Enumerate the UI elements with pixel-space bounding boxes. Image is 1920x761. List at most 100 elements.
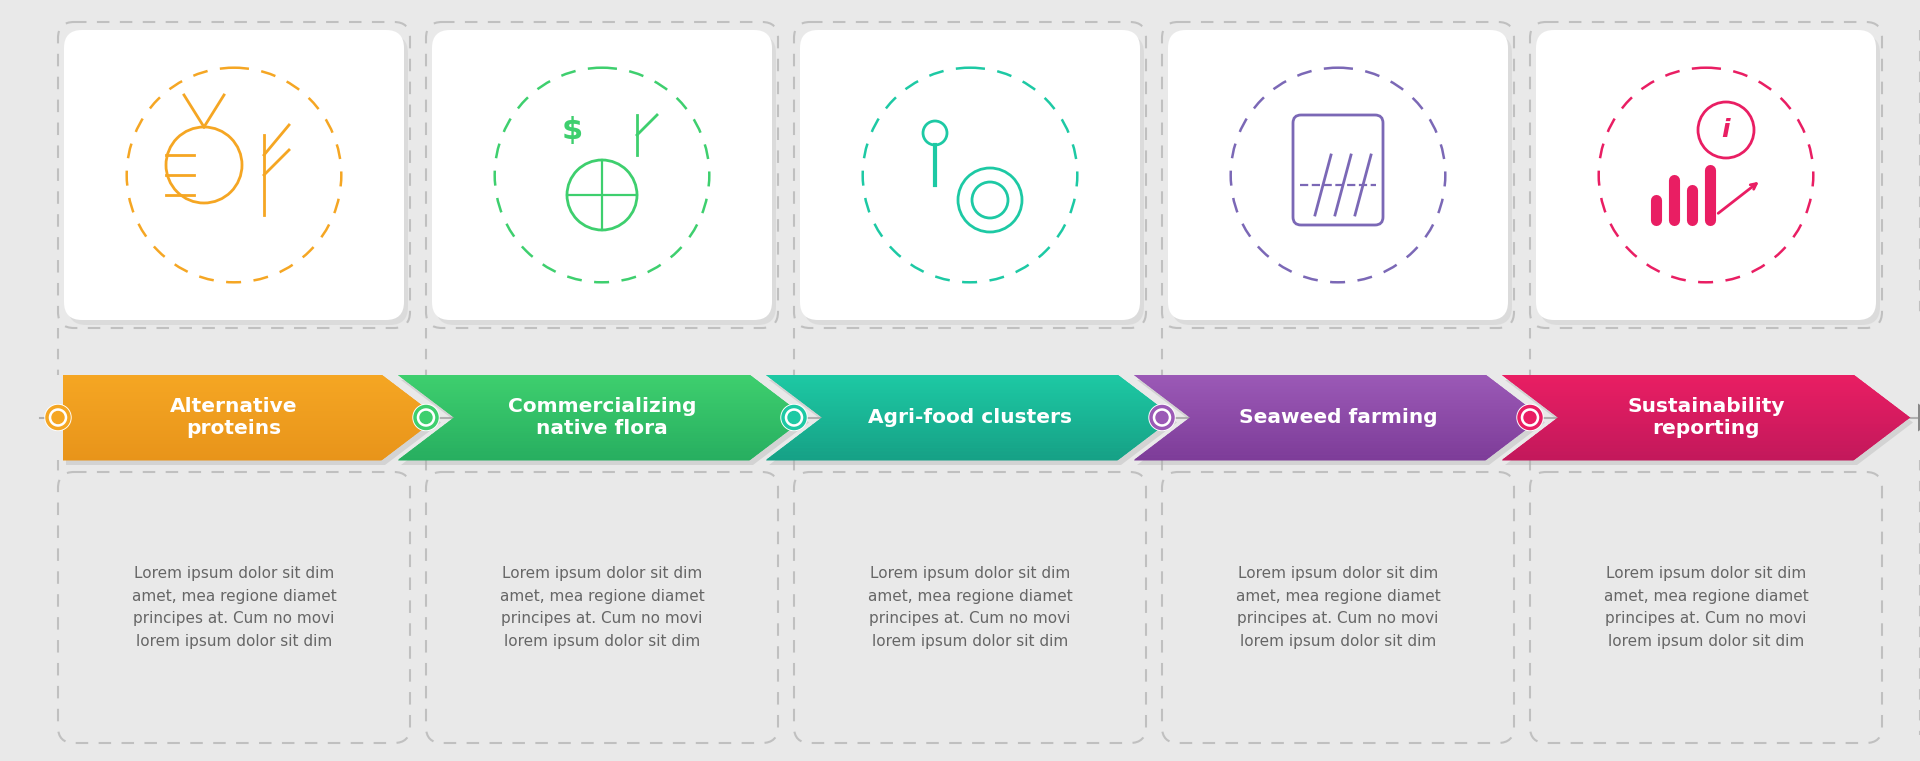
- Polygon shape: [63, 419, 436, 421]
- Text: i: i: [1722, 118, 1730, 142]
- Text: Lorem ipsum dolor sit dim
amet, mea regione diamet
principes at. Cum no movi
lor: Lorem ipsum dolor sit dim amet, mea regi…: [132, 565, 336, 649]
- Polygon shape: [1139, 377, 1492, 380]
- Polygon shape: [444, 409, 797, 411]
- Polygon shape: [1162, 438, 1517, 439]
- Polygon shape: [793, 438, 1148, 439]
- Polygon shape: [812, 410, 1167, 412]
- Polygon shape: [407, 451, 760, 454]
- Polygon shape: [1548, 423, 1903, 425]
- Polygon shape: [1524, 441, 1878, 444]
- Circle shape: [420, 412, 432, 424]
- Polygon shape: [1156, 441, 1511, 444]
- FancyBboxPatch shape: [436, 35, 776, 325]
- Polygon shape: [1530, 396, 1885, 398]
- Polygon shape: [1173, 429, 1526, 431]
- Polygon shape: [430, 399, 783, 401]
- Polygon shape: [1135, 459, 1488, 460]
- Polygon shape: [1181, 423, 1534, 425]
- Polygon shape: [63, 425, 428, 426]
- Polygon shape: [1142, 380, 1496, 383]
- Polygon shape: [411, 449, 764, 451]
- Polygon shape: [434, 402, 787, 404]
- Polygon shape: [1156, 392, 1511, 394]
- Polygon shape: [785, 389, 1139, 391]
- Polygon shape: [63, 438, 413, 439]
- Polygon shape: [1505, 456, 1860, 457]
- Polygon shape: [804, 405, 1160, 406]
- FancyBboxPatch shape: [801, 30, 1140, 320]
- Polygon shape: [1162, 396, 1517, 398]
- Polygon shape: [1549, 422, 1905, 424]
- Polygon shape: [442, 425, 797, 426]
- Polygon shape: [1555, 418, 1910, 419]
- Polygon shape: [1515, 449, 1868, 451]
- Polygon shape: [63, 380, 392, 383]
- Text: Sustainability
reporting: Sustainability reporting: [1628, 397, 1786, 438]
- FancyBboxPatch shape: [1167, 30, 1507, 320]
- Circle shape: [1524, 412, 1536, 424]
- Polygon shape: [449, 419, 804, 421]
- Polygon shape: [791, 439, 1146, 441]
- Polygon shape: [436, 403, 789, 406]
- Polygon shape: [776, 382, 1129, 384]
- FancyBboxPatch shape: [63, 30, 403, 320]
- Polygon shape: [1154, 443, 1509, 445]
- Polygon shape: [1540, 429, 1895, 431]
- Polygon shape: [1526, 440, 1880, 442]
- Polygon shape: [1542, 405, 1895, 406]
- Polygon shape: [1534, 433, 1889, 435]
- Polygon shape: [63, 416, 438, 418]
- Polygon shape: [63, 435, 415, 436]
- Polygon shape: [1519, 388, 1874, 390]
- Polygon shape: [1169, 431, 1523, 434]
- Polygon shape: [63, 399, 417, 401]
- Polygon shape: [442, 408, 795, 409]
- Polygon shape: [397, 459, 753, 460]
- Polygon shape: [1540, 403, 1893, 406]
- Polygon shape: [1526, 393, 1882, 395]
- Polygon shape: [63, 451, 394, 454]
- Polygon shape: [1524, 392, 1880, 394]
- Polygon shape: [1532, 398, 1885, 400]
- Polygon shape: [1511, 451, 1864, 454]
- Polygon shape: [1513, 450, 1866, 452]
- Polygon shape: [63, 415, 436, 416]
- Polygon shape: [428, 398, 781, 400]
- Polygon shape: [409, 450, 762, 452]
- Circle shape: [413, 405, 440, 431]
- Polygon shape: [63, 441, 407, 444]
- Polygon shape: [774, 380, 1127, 383]
- Polygon shape: [63, 390, 405, 393]
- Polygon shape: [1548, 409, 1901, 411]
- Polygon shape: [445, 410, 799, 412]
- Polygon shape: [411, 385, 766, 387]
- Polygon shape: [780, 447, 1135, 449]
- FancyBboxPatch shape: [1536, 30, 1876, 320]
- Polygon shape: [428, 436, 781, 438]
- Polygon shape: [438, 428, 793, 429]
- Polygon shape: [63, 410, 432, 412]
- Polygon shape: [63, 385, 397, 387]
- Polygon shape: [820, 416, 1175, 418]
- Polygon shape: [1152, 444, 1507, 447]
- Polygon shape: [1165, 435, 1519, 436]
- Polygon shape: [795, 436, 1150, 438]
- Polygon shape: [1513, 384, 1868, 385]
- Polygon shape: [789, 392, 1142, 394]
- Polygon shape: [1551, 412, 1905, 414]
- Polygon shape: [1528, 439, 1882, 441]
- Polygon shape: [797, 399, 1152, 401]
- Polygon shape: [1509, 380, 1864, 383]
- Polygon shape: [772, 454, 1125, 457]
- Polygon shape: [63, 413, 436, 416]
- Polygon shape: [420, 392, 776, 394]
- Polygon shape: [1505, 377, 1860, 380]
- Polygon shape: [63, 375, 384, 377]
- Polygon shape: [1135, 457, 1490, 459]
- Polygon shape: [63, 400, 419, 403]
- Polygon shape: [449, 413, 803, 416]
- Polygon shape: [799, 400, 1154, 403]
- Polygon shape: [1515, 385, 1870, 387]
- Polygon shape: [1544, 406, 1897, 408]
- Polygon shape: [1542, 428, 1897, 429]
